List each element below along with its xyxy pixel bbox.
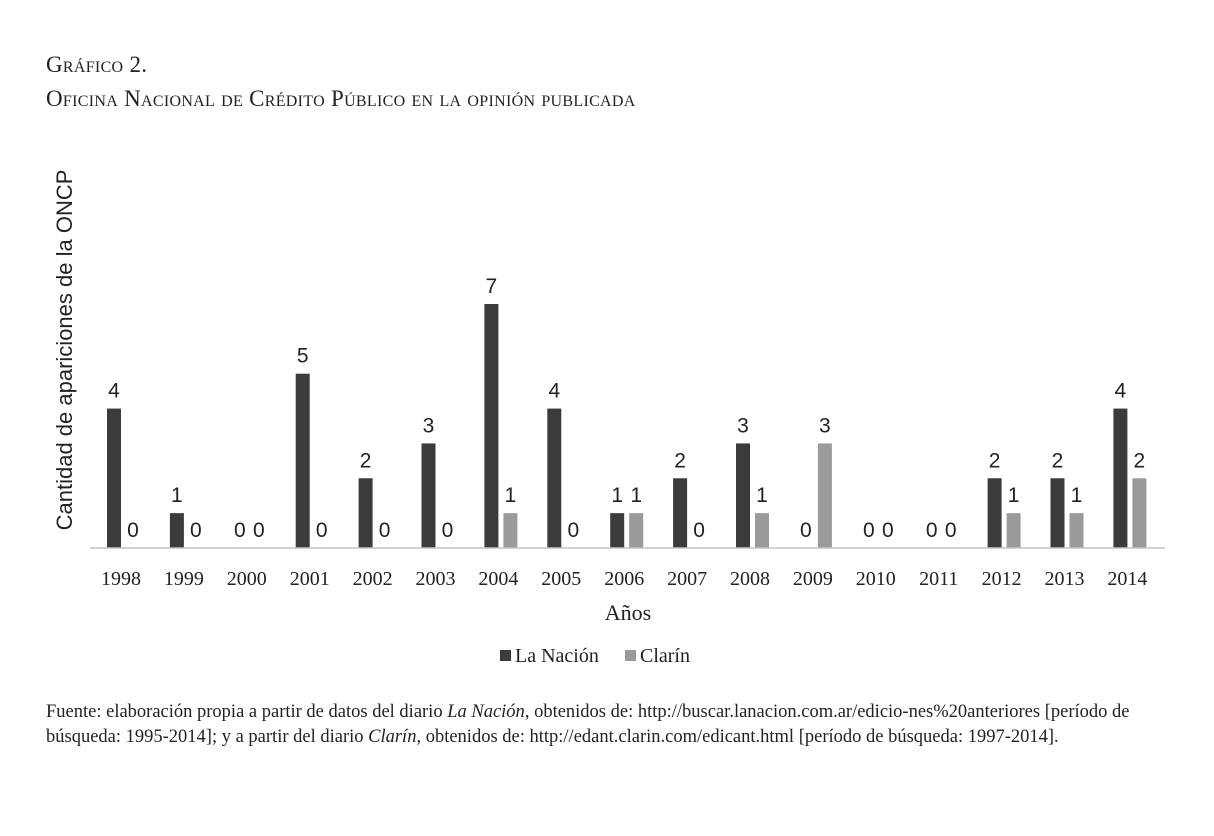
- x-tick-label: 2010: [856, 568, 896, 590]
- bar-la-nacion-2003: [421, 443, 436, 548]
- data-label: 1: [756, 484, 768, 507]
- y-axis-label: Cantidad de apariciones de la ONCP: [52, 170, 77, 531]
- bar-la-nacion-2005: [547, 408, 562, 548]
- data-label: 2: [674, 449, 686, 472]
- bar-la-nacion-2002: [358, 478, 373, 548]
- data-label: 3: [819, 414, 831, 437]
- bar-clarin-2013: [1069, 513, 1084, 548]
- bar-la-nacion-2006: [610, 513, 625, 548]
- source-note: Fuente: elaboración propia a partir de d…: [46, 700, 1176, 750]
- data-label: 0: [253, 519, 265, 542]
- x-tick-label: 2008: [730, 568, 770, 590]
- data-label: 1: [171, 484, 183, 507]
- bar-clarin-2014: [1132, 478, 1147, 548]
- bar-la-nacion-2007: [673, 478, 688, 548]
- legend-label: Clarín: [640, 645, 690, 667]
- data-label: 0: [882, 519, 894, 542]
- bar-la-nacion-2001: [295, 373, 310, 548]
- x-tick-label: 1998: [101, 568, 141, 590]
- data-label: 4: [1115, 380, 1127, 403]
- x-tick-label: 2001: [290, 568, 330, 590]
- x-tick-label: 2007: [667, 568, 707, 590]
- data-label: 0: [863, 519, 875, 542]
- data-label: 2: [360, 449, 372, 472]
- source-text: Fuente: elaboración propia a partir de d…: [46, 702, 448, 722]
- x-tick-label: 2002: [353, 568, 393, 590]
- data-label: 0: [945, 519, 957, 542]
- source-newspaper-2: Clarín: [368, 727, 417, 747]
- x-tick-label: 2006: [604, 568, 644, 590]
- data-label: 3: [423, 414, 435, 437]
- x-tick-label: 2005: [541, 568, 581, 590]
- x-tick-label: 2011: [919, 568, 958, 590]
- bar-la-nacion-2004: [484, 304, 499, 548]
- bar-la-nacion-2014: [1113, 408, 1128, 548]
- data-label: 0: [316, 519, 328, 542]
- data-label: 0: [379, 519, 391, 542]
- data-label: 0: [693, 519, 705, 542]
- data-label: 4: [108, 380, 120, 403]
- x-axis-label: Años: [605, 600, 651, 625]
- source-text: , obtenidos de: http://buscar.lanacion.c…: [46, 702, 1130, 747]
- data-label: 0: [926, 519, 938, 542]
- x-tick-label: 2012: [982, 568, 1022, 590]
- x-tick-label: 2000: [227, 568, 267, 590]
- bar-clarin-2008: [755, 513, 769, 548]
- data-label: 1: [505, 484, 517, 507]
- bar-clarin-2009: [817, 443, 832, 548]
- legend-label: La Nación: [515, 645, 599, 667]
- bar-la-nacion-2008: [736, 443, 750, 548]
- data-label: 0: [234, 519, 246, 542]
- data-label: 1: [1071, 484, 1083, 507]
- data-label: 2: [989, 449, 1001, 472]
- data-label: 2: [1052, 449, 1064, 472]
- bar-clarin-2012: [1006, 513, 1021, 548]
- data-label: 1: [630, 484, 642, 507]
- data-label: 2: [1134, 449, 1146, 472]
- data-label: 0: [190, 519, 202, 542]
- figure-title: Oficina Nacional de Crédito Público en l…: [46, 86, 636, 111]
- data-label: 0: [127, 519, 139, 542]
- bar-la-nacion-2013: [1050, 478, 1065, 548]
- bar-clarin-2004: [503, 513, 518, 548]
- data-label: 3: [737, 414, 749, 437]
- data-label: 1: [1008, 484, 1020, 507]
- data-label: 0: [567, 519, 579, 542]
- data-label: 1: [611, 484, 623, 507]
- bar-la-nacion-2012: [987, 478, 1002, 548]
- source-newspaper-1: La Nación: [447, 702, 525, 722]
- x-tick-label: 2003: [416, 568, 456, 590]
- bar-chart: Cantidad de apariciones de la ONCP Años …: [52, 170, 1165, 667]
- data-label: 5: [297, 345, 309, 368]
- x-tick-label: 2009: [793, 568, 833, 590]
- figure-label: Gráfico 2.: [46, 52, 148, 77]
- data-label: 7: [486, 275, 498, 298]
- legend-swatch: [500, 650, 511, 661]
- data-label: 0: [800, 519, 812, 542]
- bar-la-nacion-1999: [169, 513, 184, 548]
- bar-la-nacion-1998: [107, 408, 121, 548]
- data-label: 0: [442, 519, 454, 542]
- x-tick-label: 2014: [1107, 568, 1147, 590]
- data-label: 4: [548, 380, 560, 403]
- legend-swatch: [625, 650, 636, 661]
- source-text: , obtenidos de: http://edant.clarin.com/…: [416, 727, 1059, 747]
- x-tick-label: 1999: [164, 568, 204, 590]
- x-tick-label: 2013: [1045, 568, 1085, 590]
- x-tick-label: 2004: [478, 568, 518, 590]
- bar-clarin-2006: [629, 513, 644, 548]
